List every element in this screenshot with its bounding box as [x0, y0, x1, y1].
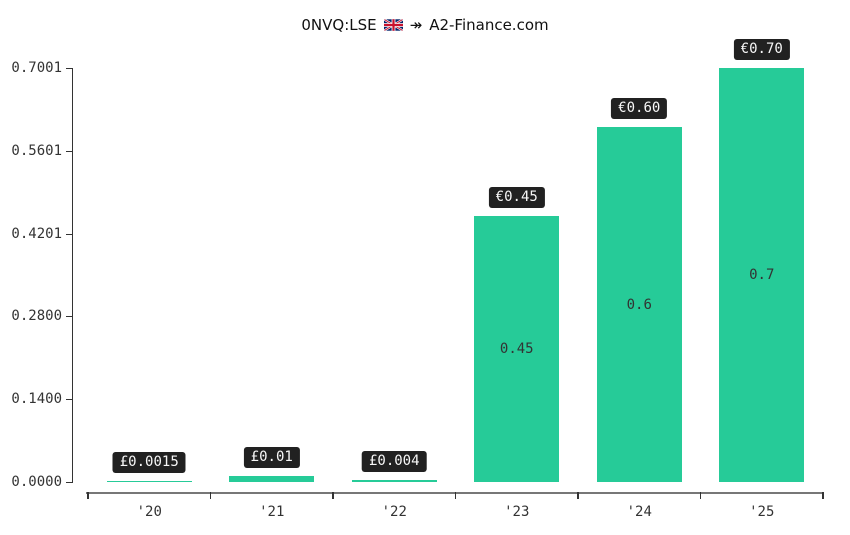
bar-value-badge: €0.70 — [733, 39, 790, 61]
x-axis-category-label: '22 — [381, 504, 407, 520]
bar-value-badge: £0.0015 — [112, 452, 186, 474]
bar-value-badge: £0.01 — [243, 447, 300, 469]
y-axis-tick — [66, 233, 72, 235]
bar — [229, 476, 315, 482]
y-axis-spine — [72, 68, 73, 483]
x-axis-category-label: '24 — [626, 504, 652, 520]
bar — [719, 68, 805, 482]
x-axis-tick — [87, 492, 89, 499]
y-axis-tick — [66, 482, 72, 483]
bar — [106, 481, 192, 482]
y-axis-tick — [66, 150, 72, 152]
site-name: A2-Finance.com — [429, 16, 549, 34]
bar-value-badge: £0.004 — [361, 450, 427, 472]
y-axis-tick-label: 0.7001 — [11, 60, 62, 76]
bar — [596, 127, 682, 482]
bar — [351, 479, 437, 482]
bar-value-badge: €0.45 — [488, 186, 545, 208]
bar-value-badge: €0.60 — [611, 98, 668, 120]
x-axis-tick — [577, 492, 579, 499]
x-axis-tick — [209, 492, 212, 499]
x-axis-tick — [699, 492, 702, 499]
y-axis-tick-label: 0.1400 — [11, 391, 62, 408]
y-axis-tick-label: 0.0000 — [11, 474, 62, 490]
x-axis-tick — [332, 492, 334, 499]
x-axis-category-label: '23 — [504, 504, 530, 520]
x-axis-category-label: '25 — [749, 504, 775, 520]
arrow-icon: ↠ — [409, 16, 423, 34]
ticker-symbol: 0NVQ:LSE — [301, 16, 377, 34]
y-axis-tick — [66, 399, 72, 401]
bar-inside-label: 0.6 — [626, 296, 652, 313]
y-axis-tick-label: 0.2800 — [11, 308, 62, 325]
bar-inside-label: 0.7 — [749, 267, 775, 284]
y-axis-tick-label: 0.4201 — [11, 225, 62, 242]
bar-inside-label: 0.45 — [499, 340, 534, 357]
y-axis-tick-label: 0.5601 — [11, 142, 62, 159]
x-axis-category-label: '20 — [136, 504, 162, 520]
x-axis-tick — [454, 492, 457, 499]
y-axis-tick — [66, 68, 72, 69]
chart-title: 0NVQ:LSE ↠ A2-Finance.com — [0, 16, 850, 34]
bar — [474, 215, 560, 482]
uk-flag-icon — [383, 19, 403, 31]
y-axis-tick — [66, 316, 72, 318]
x-axis-tick — [822, 492, 824, 499]
x-axis-category-label: '21 — [259, 504, 285, 520]
